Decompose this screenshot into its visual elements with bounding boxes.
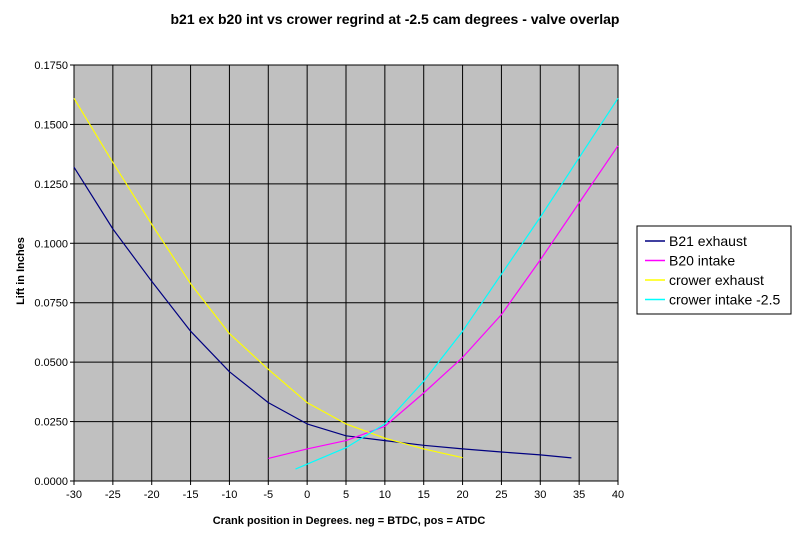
x-tick-label: 30 <box>534 489 546 501</box>
y-tick-label: 0.1250 <box>34 179 68 191</box>
y-tick-label: 0.1000 <box>34 238 68 250</box>
series-line-b21-exhaust <box>73 166 572 459</box>
series-line-b20-intake <box>268 145 619 459</box>
legend-label: B20 intake <box>669 253 735 269</box>
x-tick-label: -20 <box>144 489 160 501</box>
series-lines <box>73 97 619 470</box>
x-axis-title: Crank position in Degrees. neg = BTDC, p… <box>213 515 486 527</box>
x-tick-label: -25 <box>105 489 121 501</box>
tick-labels: -30 -25 -20 -15 -10 -5 0 5 10 15 20 25 30 35 40 0.0000 0… <box>34 60 624 501</box>
x-tick-label: -10 <box>221 489 237 501</box>
x-tick-label: -15 <box>183 489 199 501</box>
x-tick-label: 20 <box>456 489 468 501</box>
x-tick-label: 25 <box>495 489 507 501</box>
x-tick-label: 40 <box>612 489 624 501</box>
x-tick-label: 10 <box>379 489 391 501</box>
y-tick-label: 0.0500 <box>34 357 68 369</box>
legend-label: crower intake -2.5 <box>669 292 780 308</box>
x-tick-label: 0 <box>304 489 310 501</box>
series-line-crower-intake-2-5 <box>295 97 619 470</box>
y-tick-label: 0.0750 <box>34 298 68 310</box>
x-tick-label: 35 <box>573 489 585 501</box>
y-tick-label: 0.0250 <box>34 417 68 429</box>
grid <box>73 64 619 482</box>
legend-label: crower exhaust <box>669 272 764 288</box>
x-tick-label: 5 <box>343 489 349 501</box>
series-line-crower-exhaust <box>73 97 463 459</box>
y-axis-title: Lift in Inches <box>15 237 27 305</box>
legend: B21 exhaust B20 intake crower exhaust crowe… <box>636 225 792 315</box>
x-tick-label: -5 <box>263 489 273 501</box>
y-tick-label: 0.1500 <box>34 119 68 131</box>
x-tick-label: -30 <box>66 489 82 501</box>
legend-label: B21 exhaust <box>669 233 747 249</box>
y-tick-label: 0.1750 <box>34 60 68 72</box>
x-tick-label: 15 <box>418 489 430 501</box>
chart-title: b21 ex b20 int vs crower regrind at -2.5… <box>171 11 620 27</box>
y-tick-label: 0.0000 <box>34 476 68 488</box>
